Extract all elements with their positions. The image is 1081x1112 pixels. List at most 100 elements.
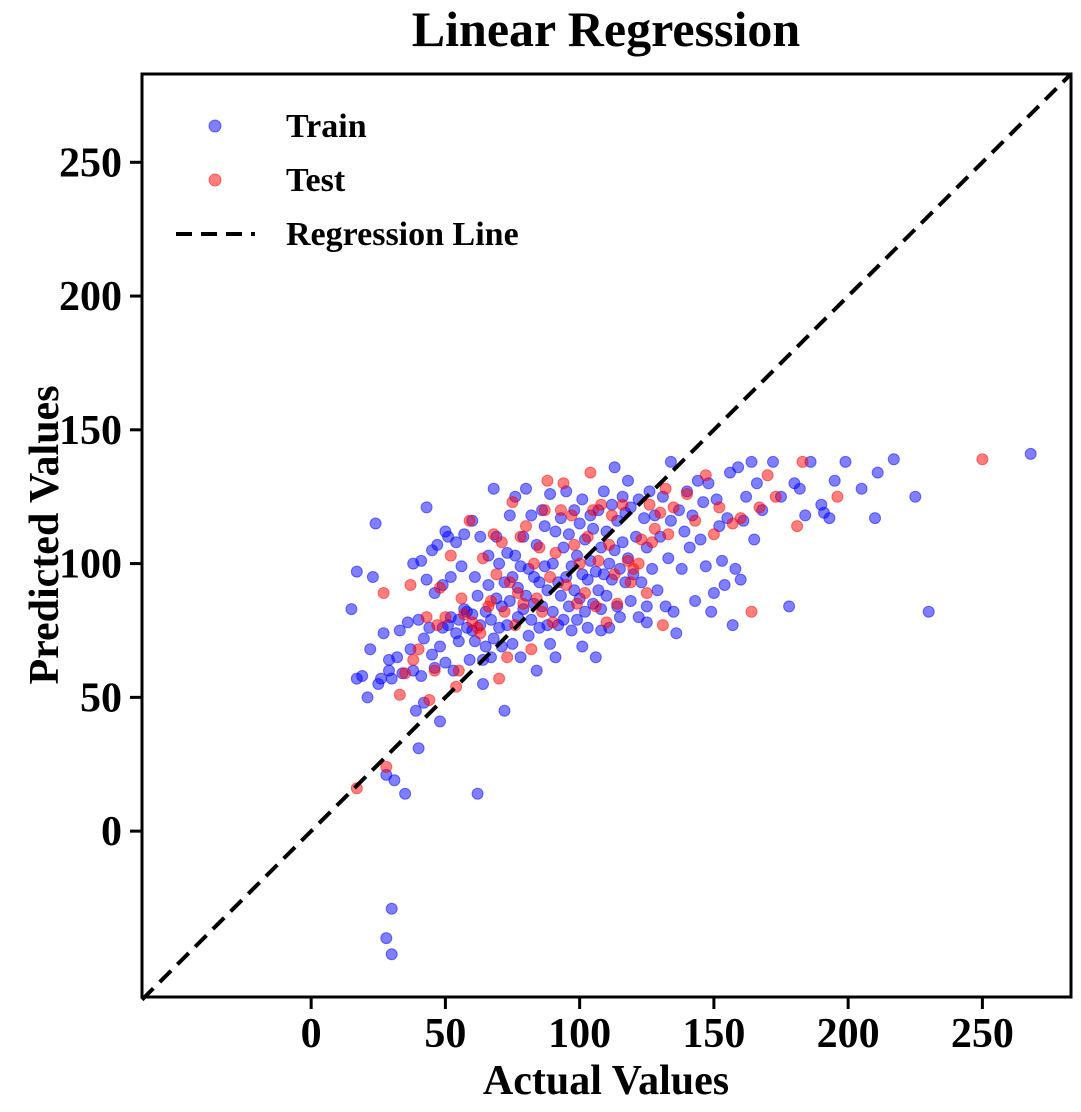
test-point (431, 619, 444, 632)
test-point (485, 595, 497, 607)
test-point (592, 554, 605, 567)
test-point (976, 453, 989, 466)
train-point (439, 656, 452, 669)
train-point (839, 455, 852, 468)
train-point (549, 525, 562, 538)
y-tick-label: 150 (59, 408, 122, 454)
test-point (506, 496, 519, 509)
test-point (560, 579, 573, 591)
train-point (605, 498, 618, 511)
test-point (571, 597, 583, 610)
train-point (622, 474, 634, 487)
train-point (554, 589, 567, 602)
train-point (388, 774, 401, 787)
test-point (455, 592, 468, 605)
test-point (412, 643, 425, 656)
test-point (407, 653, 420, 666)
y-tick-label: 100 (59, 542, 122, 588)
train-point (364, 643, 377, 656)
train-point (485, 613, 497, 626)
test-point (648, 522, 661, 535)
train-point (581, 621, 594, 634)
train-point (734, 573, 747, 586)
test-point (452, 664, 465, 677)
test-point (420, 611, 433, 624)
train-point (597, 485, 610, 498)
train-point (557, 613, 570, 626)
train-point (546, 605, 559, 618)
test-point (514, 530, 527, 543)
train-point (522, 629, 535, 642)
train-point (417, 632, 430, 645)
test-point (458, 608, 471, 621)
test-point (463, 514, 476, 527)
train-point (385, 902, 398, 915)
x-axis-ticks: 0 50 100 150 200 250 (301, 997, 1014, 1057)
train-point (748, 533, 761, 546)
test-point (557, 477, 570, 490)
test-point (544, 571, 557, 583)
test-point (487, 528, 500, 541)
y-axis-ticks: 0 50 100 150 200 250 (59, 140, 142, 855)
train-point (799, 509, 812, 522)
test-point (624, 576, 637, 589)
test-point (689, 514, 702, 527)
train-point (487, 632, 500, 645)
train-point (434, 715, 446, 728)
train-point (471, 589, 484, 602)
train-point (699, 560, 712, 573)
train-point (458, 528, 471, 541)
test-point (761, 469, 774, 482)
train-point (729, 562, 742, 575)
train-point (616, 536, 629, 549)
train-point (732, 461, 745, 474)
train-point (506, 637, 519, 650)
test-point (495, 536, 508, 549)
train-point (651, 584, 664, 597)
test-point (536, 605, 549, 618)
train-point (471, 787, 484, 800)
train-point (369, 517, 382, 530)
test-point (517, 597, 530, 610)
train-point (640, 600, 653, 613)
test-point (831, 490, 844, 503)
x-axis-label: Actual Values (483, 1058, 729, 1104)
train-point (716, 554, 728, 567)
train-point (399, 787, 412, 800)
train-point (646, 562, 659, 575)
train-point (345, 603, 358, 616)
train-point (579, 605, 591, 618)
train-point (503, 509, 516, 522)
train-point (450, 536, 463, 549)
test-point (399, 667, 412, 680)
train-point (444, 571, 457, 583)
train-point (482, 579, 495, 591)
train-point (455, 560, 468, 573)
test-point (501, 651, 514, 664)
train-point (670, 627, 683, 640)
test-point (616, 498, 629, 511)
train-point (477, 678, 489, 690)
test-point (520, 520, 532, 533)
test-point (745, 605, 758, 618)
test-point (646, 536, 659, 549)
train-point (683, 541, 696, 554)
test-point (662, 528, 675, 541)
train-point (409, 704, 422, 717)
train-point (565, 624, 578, 637)
train-point (1024, 447, 1037, 460)
test-point (490, 568, 503, 581)
train-point (487, 482, 500, 495)
train-point (544, 488, 557, 500)
test-point (474, 627, 487, 640)
train-point (694, 533, 707, 546)
train-point (638, 512, 651, 525)
x-tick-label: 0 (301, 1011, 322, 1057)
train-point (726, 619, 739, 632)
plot-frame (140, 72, 1073, 999)
train-point (426, 648, 438, 661)
train-point (562, 528, 575, 541)
train-point (718, 579, 731, 591)
test-point (377, 587, 390, 599)
train-point (463, 653, 476, 666)
